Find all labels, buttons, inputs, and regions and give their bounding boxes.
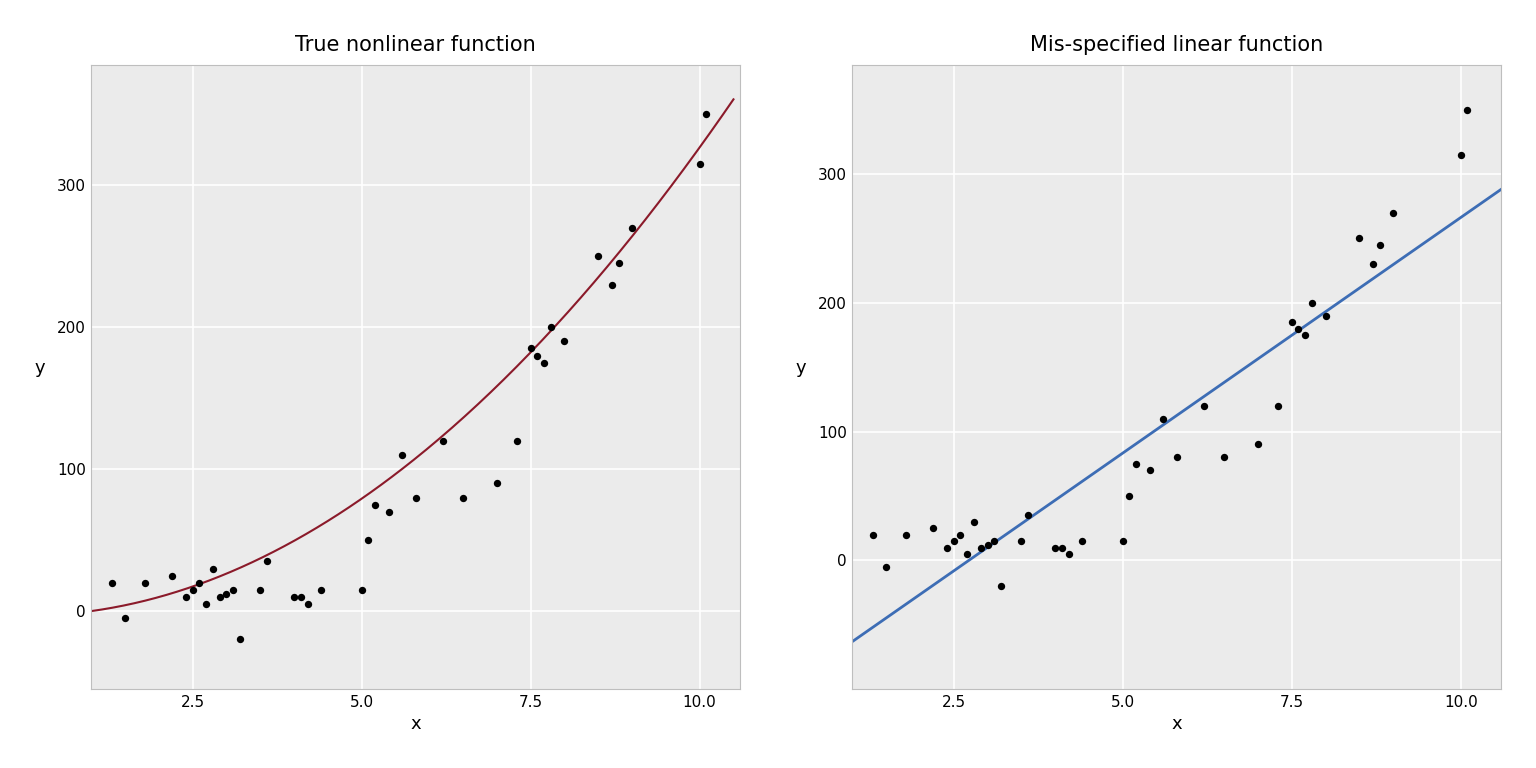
Point — [1313, 310, 1338, 322]
Point — [539, 321, 564, 333]
Point — [247, 584, 272, 596]
Point — [484, 477, 508, 489]
Point — [180, 584, 204, 596]
X-axis label: x: x — [1172, 715, 1183, 733]
Point — [1009, 535, 1034, 548]
Point — [430, 435, 455, 447]
Point — [969, 541, 994, 554]
Point — [1293, 329, 1318, 341]
Point — [194, 598, 218, 610]
Point — [1138, 464, 1163, 476]
Point — [1212, 452, 1236, 464]
Point — [1164, 452, 1189, 464]
Point — [404, 492, 429, 504]
Point — [112, 612, 137, 624]
Point — [1111, 535, 1135, 548]
Point — [619, 222, 644, 234]
Point — [1299, 296, 1324, 309]
Point — [525, 349, 550, 362]
Point — [694, 108, 719, 121]
Point — [376, 505, 401, 518]
Point — [214, 588, 238, 601]
Point — [942, 535, 966, 548]
Point — [607, 257, 631, 270]
Point — [289, 591, 313, 603]
Point — [1049, 541, 1074, 554]
Point — [1150, 412, 1175, 425]
Y-axis label: y: y — [796, 359, 806, 377]
Point — [1192, 399, 1217, 412]
Point — [1381, 207, 1405, 219]
Point — [281, 591, 306, 603]
Point — [187, 577, 212, 589]
X-axis label: x: x — [410, 715, 421, 733]
Point — [1448, 149, 1473, 161]
Point — [982, 535, 1006, 548]
Point — [1057, 548, 1081, 560]
Point — [1266, 399, 1290, 412]
Point — [174, 591, 198, 603]
Y-axis label: y: y — [35, 359, 46, 377]
Point — [551, 336, 576, 348]
Point — [134, 577, 158, 589]
Point — [356, 534, 381, 546]
Point — [989, 580, 1014, 592]
Point — [585, 250, 610, 263]
Point — [860, 528, 885, 541]
Point — [255, 555, 280, 568]
Point — [100, 577, 124, 589]
Point — [531, 356, 556, 369]
Title: True nonlinear function: True nonlinear function — [295, 35, 536, 55]
Point — [599, 279, 624, 291]
Point — [962, 515, 986, 528]
Point — [201, 562, 226, 574]
Point — [1367, 239, 1392, 251]
Point — [935, 541, 960, 554]
Point — [955, 548, 980, 560]
Point — [1015, 509, 1040, 521]
Point — [227, 634, 252, 646]
Point — [1117, 490, 1141, 502]
Point — [1279, 316, 1304, 328]
Point — [922, 522, 946, 535]
Point — [1071, 535, 1095, 548]
Point — [975, 539, 1000, 551]
Point — [948, 528, 972, 541]
Point — [894, 528, 919, 541]
Point — [221, 584, 246, 596]
Point — [505, 435, 530, 447]
Point — [1043, 541, 1068, 554]
Point — [309, 584, 333, 596]
Point — [390, 449, 415, 461]
Point — [1361, 258, 1385, 270]
Title: Mis-specified linear function: Mis-specified linear function — [1031, 35, 1324, 55]
Point — [688, 158, 713, 170]
Point — [1246, 439, 1270, 451]
Point — [1455, 104, 1479, 116]
Point — [362, 498, 387, 511]
Point — [450, 492, 475, 504]
Point — [1347, 232, 1372, 244]
Point — [207, 591, 232, 603]
Point — [349, 584, 373, 596]
Point — [518, 343, 542, 355]
Point — [160, 569, 184, 581]
Point — [1286, 323, 1310, 335]
Point — [1124, 458, 1149, 470]
Point — [874, 561, 899, 573]
Point — [295, 598, 319, 610]
